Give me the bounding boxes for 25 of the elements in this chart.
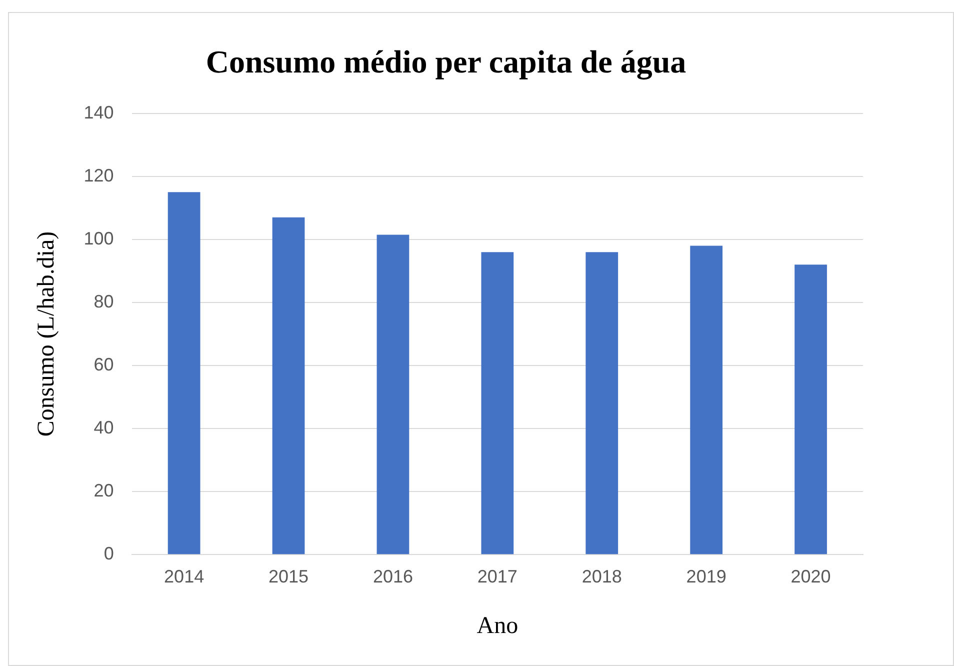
x-tick-label: 2020 (790, 566, 831, 586)
x-tick-label: 2016 (372, 566, 413, 586)
bar (376, 234, 410, 554)
bar (794, 264, 827, 554)
y-tick-label: 40 (94, 418, 114, 438)
y-tick-label: 140 (84, 102, 114, 122)
x-tick-label: 2015 (268, 566, 309, 586)
chart-title: Consumo médio per capita de água (206, 43, 686, 80)
x-tick-label: 2018 (582, 566, 622, 586)
x-axis-title: Ano (476, 612, 518, 639)
y-tick-label: 20 (94, 480, 114, 501)
bar (168, 192, 200, 554)
bar (272, 217, 305, 554)
x-tick-label: 2019 (686, 566, 726, 586)
x-tick-label: 2017 (477, 566, 518, 586)
bar (586, 252, 618, 554)
bar (690, 246, 723, 554)
y-tick-label: 80 (94, 291, 114, 312)
y-tick-label: 0 (104, 544, 114, 564)
y-tick-label: 60 (94, 354, 114, 374)
y-tick-label: 120 (84, 165, 114, 186)
y-axis-title: Consumo (L/hab.dia) (34, 231, 60, 437)
y-tick-label: 100 (84, 228, 114, 248)
x-tick-label: 2014 (164, 566, 204, 586)
bar (481, 252, 514, 554)
